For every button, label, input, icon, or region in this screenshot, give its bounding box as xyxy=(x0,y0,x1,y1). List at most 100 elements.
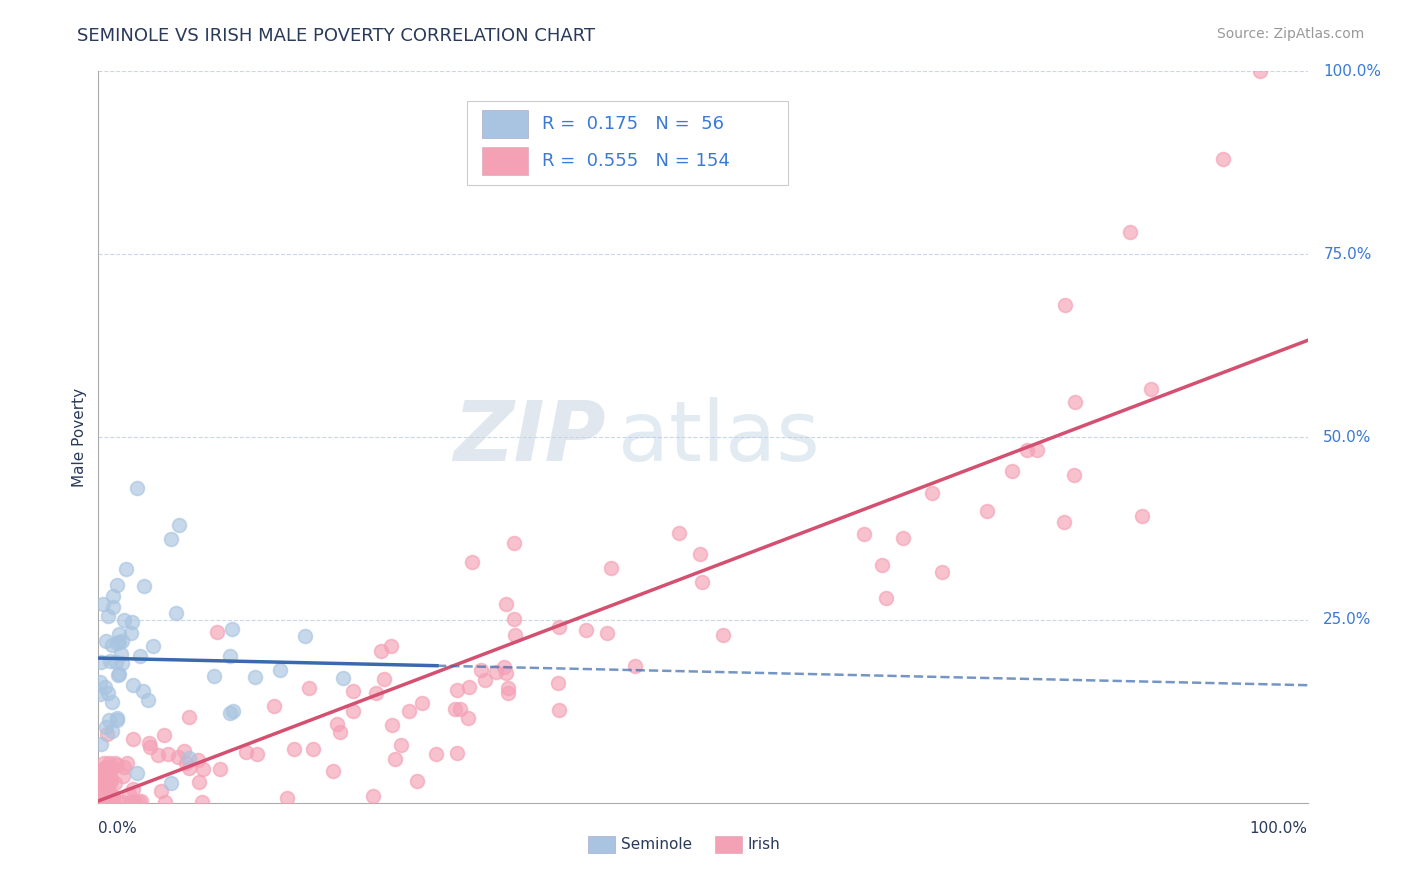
Point xyxy=(90,737,112,751)
Point xyxy=(1140,382,1163,396)
Point xyxy=(134,579,156,593)
Point xyxy=(120,626,142,640)
Point xyxy=(94,680,117,694)
FancyBboxPatch shape xyxy=(467,101,787,185)
Point xyxy=(380,639,402,653)
Point xyxy=(89,764,111,779)
Point xyxy=(1001,464,1024,478)
Point xyxy=(100,793,122,807)
Point xyxy=(1212,152,1234,166)
Point xyxy=(89,795,111,809)
Point xyxy=(381,718,404,732)
Point xyxy=(100,764,122,778)
Point xyxy=(503,612,526,626)
Point xyxy=(177,710,200,724)
Point xyxy=(243,670,266,684)
Point xyxy=(131,684,153,698)
Point xyxy=(94,760,117,774)
FancyBboxPatch shape xyxy=(716,837,742,853)
Point xyxy=(329,724,352,739)
Point xyxy=(112,760,135,774)
Point xyxy=(875,591,897,606)
FancyBboxPatch shape xyxy=(482,111,527,138)
Point xyxy=(1064,395,1087,409)
Point xyxy=(169,517,191,532)
Point xyxy=(246,747,269,761)
Point xyxy=(90,780,112,794)
Point xyxy=(97,782,120,797)
Point xyxy=(89,795,111,809)
Point xyxy=(461,555,484,569)
Point xyxy=(89,795,111,809)
Point xyxy=(129,649,152,664)
Point xyxy=(446,747,468,761)
Point xyxy=(90,763,112,777)
Point xyxy=(96,727,118,741)
Point xyxy=(458,680,481,694)
Point xyxy=(97,768,120,782)
Point xyxy=(104,655,127,669)
Point xyxy=(136,693,159,707)
Point xyxy=(283,742,305,756)
Point xyxy=(166,750,188,764)
Point xyxy=(1132,508,1154,523)
Point xyxy=(96,770,118,784)
Point xyxy=(94,720,117,734)
Point xyxy=(173,744,195,758)
Point xyxy=(269,663,291,677)
Point xyxy=(108,634,131,648)
Point xyxy=(624,658,647,673)
Point xyxy=(100,723,122,738)
Point xyxy=(89,778,111,792)
Point xyxy=(153,728,176,742)
Point xyxy=(221,704,243,718)
Point xyxy=(505,628,527,642)
Point xyxy=(96,791,118,805)
Point xyxy=(373,672,395,686)
Point xyxy=(548,620,571,634)
Point xyxy=(90,655,112,669)
Point xyxy=(121,731,143,746)
Point xyxy=(575,624,598,638)
Point xyxy=(111,795,134,809)
Point xyxy=(97,713,120,727)
Text: 25.0%: 25.0% xyxy=(1323,613,1372,627)
Point xyxy=(104,756,127,771)
Point xyxy=(91,597,114,611)
Point xyxy=(449,702,471,716)
Text: 100.0%: 100.0% xyxy=(1323,64,1381,78)
Point xyxy=(110,647,132,661)
Point xyxy=(90,795,112,809)
Point xyxy=(361,789,384,803)
Point xyxy=(91,792,114,806)
Point xyxy=(219,706,242,720)
Y-axis label: Male Poverty: Male Poverty xyxy=(72,387,87,487)
Point xyxy=(129,794,152,808)
Point xyxy=(98,776,121,790)
Point xyxy=(101,638,124,652)
FancyBboxPatch shape xyxy=(482,147,527,175)
Point xyxy=(90,795,112,809)
Point xyxy=(322,764,344,778)
Point xyxy=(332,672,354,686)
Text: ZIP: ZIP xyxy=(454,397,606,477)
Point xyxy=(89,795,111,809)
Point xyxy=(108,666,131,681)
Point xyxy=(668,526,690,541)
Text: Irish: Irish xyxy=(748,837,780,852)
Point xyxy=(107,636,129,650)
Point xyxy=(235,745,257,759)
Point xyxy=(1249,64,1271,78)
Point xyxy=(105,758,128,772)
Point xyxy=(443,702,465,716)
Point xyxy=(689,547,711,561)
Point xyxy=(202,669,225,683)
Point xyxy=(870,558,893,572)
Point xyxy=(89,675,111,690)
Point xyxy=(89,795,111,809)
Point xyxy=(122,782,145,797)
Text: 75.0%: 75.0% xyxy=(1323,247,1372,261)
Point xyxy=(115,756,138,771)
Point xyxy=(398,704,420,718)
Point xyxy=(101,795,124,809)
